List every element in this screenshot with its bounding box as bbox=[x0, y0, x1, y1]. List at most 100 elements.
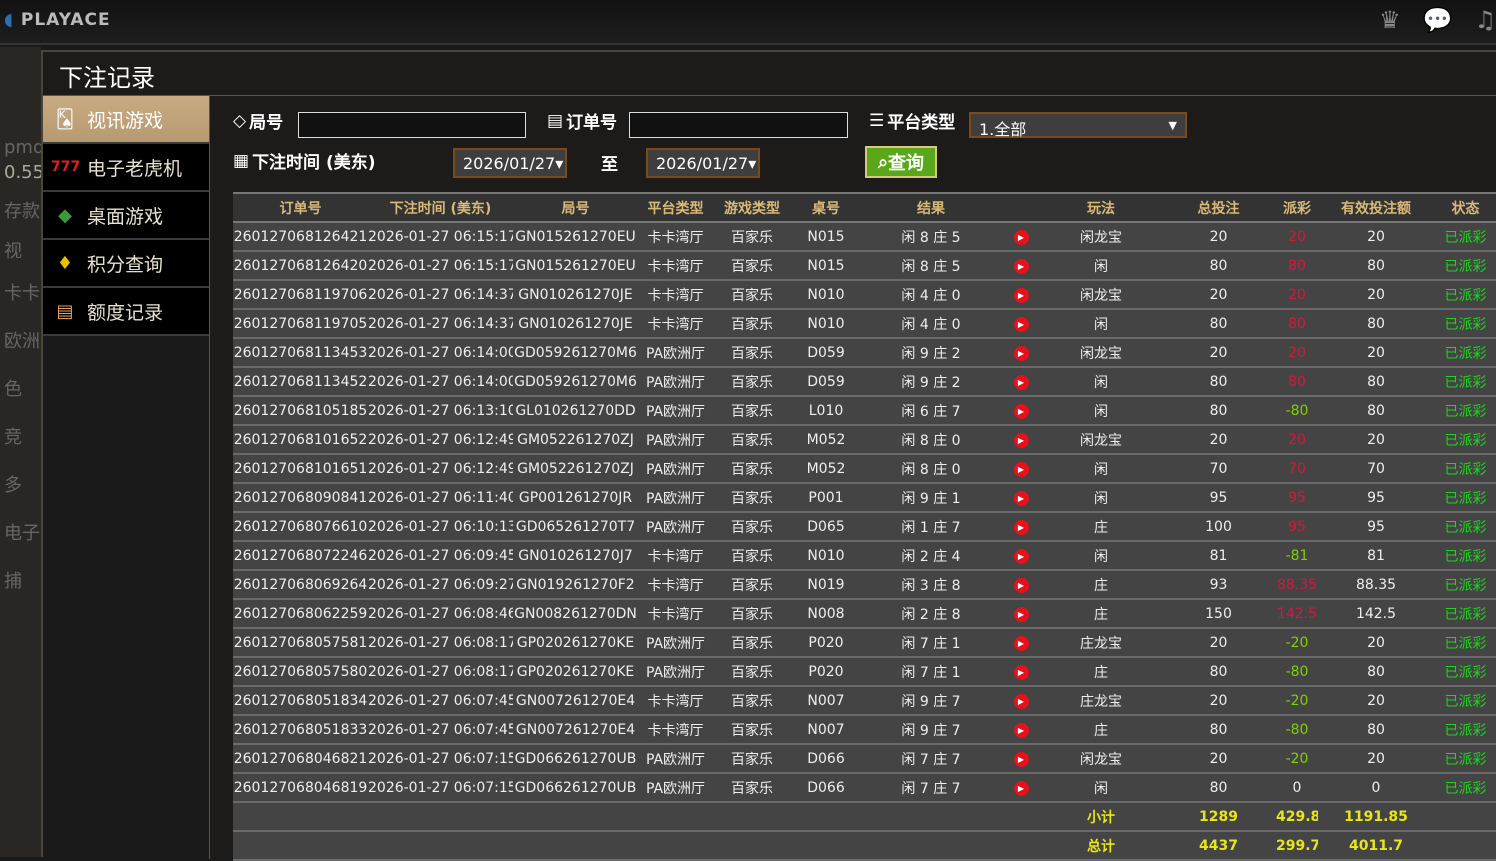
platform: 卡卡湾厅 bbox=[638, 309, 713, 339]
bet-time: 2026-01-27 06:08:17 bbox=[368, 628, 513, 658]
button-label: 查询 bbox=[888, 153, 925, 174]
order-label: ▤ 订单号 bbox=[547, 108, 617, 134]
column-header: 桌号 bbox=[791, 192, 861, 223]
chat-icon[interactable]: 💬 bbox=[1422, 6, 1453, 34]
play-replay-icon[interactable]: ▶ bbox=[1013, 462, 1029, 477]
music-icon[interactable]: ♫ bbox=[1474, 6, 1496, 34]
result: 闲 6 庄 7 bbox=[861, 396, 1001, 426]
play-replay-icon[interactable]: ▶ bbox=[1013, 752, 1029, 767]
play-replay-icon[interactable]: ▶ bbox=[1013, 491, 1029, 506]
order-id: 260127068057580 bbox=[233, 657, 368, 687]
payout: 80 bbox=[1276, 367, 1318, 397]
round-id: GN015261270EU bbox=[513, 251, 638, 281]
valid-bet: 88.35 bbox=[1318, 570, 1434, 600]
valid-bet: 20 bbox=[1318, 280, 1434, 310]
status: 已派彩 bbox=[1434, 251, 1496, 281]
play-replay-icon[interactable]: ▶ bbox=[1013, 404, 1029, 419]
valid-bet: 80 bbox=[1318, 715, 1434, 745]
total-bet: 80 bbox=[1161, 396, 1276, 426]
play-replay-icon[interactable]: ▶ bbox=[1013, 723, 1029, 738]
result: 闲 7 庄 7 bbox=[861, 744, 1001, 774]
play-type: 庄 bbox=[1041, 512, 1161, 542]
vip-crown-icon[interactable]: ♛ bbox=[1379, 6, 1401, 34]
result: 闲 8 庄 0 bbox=[861, 454, 1001, 484]
empty-cell bbox=[233, 831, 368, 861]
date-to-picker[interactable]: 2026/01/27▾ bbox=[646, 148, 760, 178]
platform: 卡卡湾厅 bbox=[638, 222, 713, 252]
play-type: 庄 bbox=[1041, 715, 1161, 745]
sidebar-item-slots[interactable]: 777 电子老虎机 bbox=[43, 144, 209, 192]
play-replay-icon[interactable]: ▶ bbox=[1013, 549, 1029, 564]
valid-bet: 20 bbox=[1318, 628, 1434, 658]
playing-cards-icon: 🂮 bbox=[55, 108, 75, 130]
table-row: 260127068126420 2026-01-27 06:15:17 GN0152… bbox=[233, 251, 1496, 281]
platform: 卡卡湾厅 bbox=[638, 541, 713, 571]
round-id: GN008261270DN bbox=[513, 599, 638, 629]
play-replay-icon[interactable]: ▶ bbox=[1013, 665, 1029, 680]
date-from-picker[interactable]: 2026/01/27▾ bbox=[453, 148, 567, 178]
total-bet: 93 bbox=[1161, 570, 1276, 600]
query-button[interactable]: ⌕ 查询 bbox=[865, 146, 937, 178]
replay-cell: ▶ bbox=[1001, 686, 1041, 716]
sidebar-item-live-games[interactable]: 🂮 视讯游戏 bbox=[43, 96, 209, 144]
replay-cell: ▶ bbox=[1001, 715, 1041, 745]
result: 闲 8 庄 0 bbox=[861, 425, 1001, 455]
play-replay-icon[interactable]: ▶ bbox=[1013, 694, 1029, 709]
total-bet: 20 bbox=[1161, 425, 1276, 455]
column-header: 下注时间 (美东) bbox=[368, 192, 513, 223]
bg-label: 电子 bbox=[4, 523, 40, 544]
round-id: GM052261270ZJ bbox=[513, 425, 638, 455]
play-replay-icon[interactable]: ▶ bbox=[1013, 346, 1029, 361]
column-header: 订单号 bbox=[233, 192, 368, 223]
play-replay-icon[interactable]: ▶ bbox=[1013, 636, 1029, 651]
play-replay-icon[interactable]: ▶ bbox=[1013, 578, 1029, 593]
column-header: 玩法 bbox=[1041, 192, 1161, 223]
order-input[interactable] bbox=[629, 112, 848, 138]
status: 已派彩 bbox=[1434, 483, 1496, 513]
play-replay-icon[interactable]: ▶ bbox=[1013, 259, 1029, 274]
column-header: 有效投注额 bbox=[1318, 192, 1434, 223]
round-id: GP001261270JR bbox=[513, 483, 638, 513]
replay-cell: ▶ bbox=[1001, 512, 1041, 542]
play-replay-icon[interactable]: ▶ bbox=[1013, 607, 1029, 622]
clipboard-icon: ▤ bbox=[547, 110, 564, 131]
valid-bet: 20 bbox=[1318, 338, 1434, 368]
round-input[interactable] bbox=[298, 112, 526, 138]
game-type: 百家乐 bbox=[713, 541, 791, 571]
table-header: 订单号 下注时间 (美东) 局号 平台类型 游戏类型 桌号 结果 玩法 总投注 派彩 有效投注额 状态 bbox=[233, 192, 1496, 223]
status: 已派彩 bbox=[1434, 425, 1496, 455]
table-no: N015 bbox=[791, 251, 861, 281]
play-replay-icon[interactable]: ▶ bbox=[1013, 375, 1029, 390]
play-replay-icon[interactable]: ▶ bbox=[1013, 230, 1029, 245]
game-type: 百家乐 bbox=[713, 367, 791, 397]
bet-time: 2026-01-27 06:14:00 bbox=[368, 338, 513, 368]
replay-cell: ▶ bbox=[1001, 425, 1041, 455]
list-icon: ☰ bbox=[869, 110, 885, 131]
play-replay-icon[interactable]: ▶ bbox=[1013, 433, 1029, 448]
play-replay-icon[interactable]: ▶ bbox=[1013, 288, 1029, 303]
bg-label: 存款 bbox=[4, 201, 40, 222]
order-id: 260127068105185 bbox=[233, 396, 368, 426]
sidebar-item-points[interactable]: ♦ 积分查询 bbox=[43, 240, 209, 288]
sidebar-item-label: 额度记录 bbox=[87, 301, 164, 324]
play-replay-icon[interactable]: ▶ bbox=[1013, 520, 1029, 535]
empty-cell bbox=[791, 802, 861, 832]
game-type: 百家乐 bbox=[713, 222, 791, 252]
result: 闲 9 庄 7 bbox=[861, 715, 1001, 745]
platform-select[interactable]: 1.全部 ▼ bbox=[969, 112, 1187, 139]
total-bet: 20 bbox=[1161, 338, 1276, 368]
platform: 卡卡湾厅 bbox=[638, 251, 713, 281]
play-replay-icon[interactable]: ▶ bbox=[1013, 317, 1029, 332]
bet-time: 2026-01-27 06:12:49 bbox=[368, 425, 513, 455]
sidebar-item-table-games[interactable]: ◆ 桌面游戏 bbox=[43, 192, 209, 240]
bet-time: 2026-01-27 06:14:37 bbox=[368, 309, 513, 339]
table-row: 260127068119705 2026-01-27 06:14:37 GN0102… bbox=[233, 309, 1496, 339]
empty-cell bbox=[1434, 802, 1496, 832]
column-header: 派彩 bbox=[1276, 192, 1318, 223]
platform: PA欧洲厅 bbox=[638, 628, 713, 658]
empty-cell bbox=[713, 802, 791, 832]
play-replay-icon[interactable]: ▶ bbox=[1013, 781, 1029, 796]
table-no: D059 bbox=[791, 338, 861, 368]
sidebar-item-credit[interactable]: ▤ 额度记录 bbox=[43, 288, 209, 336]
date-value: 2026/01/27 bbox=[463, 154, 556, 173]
